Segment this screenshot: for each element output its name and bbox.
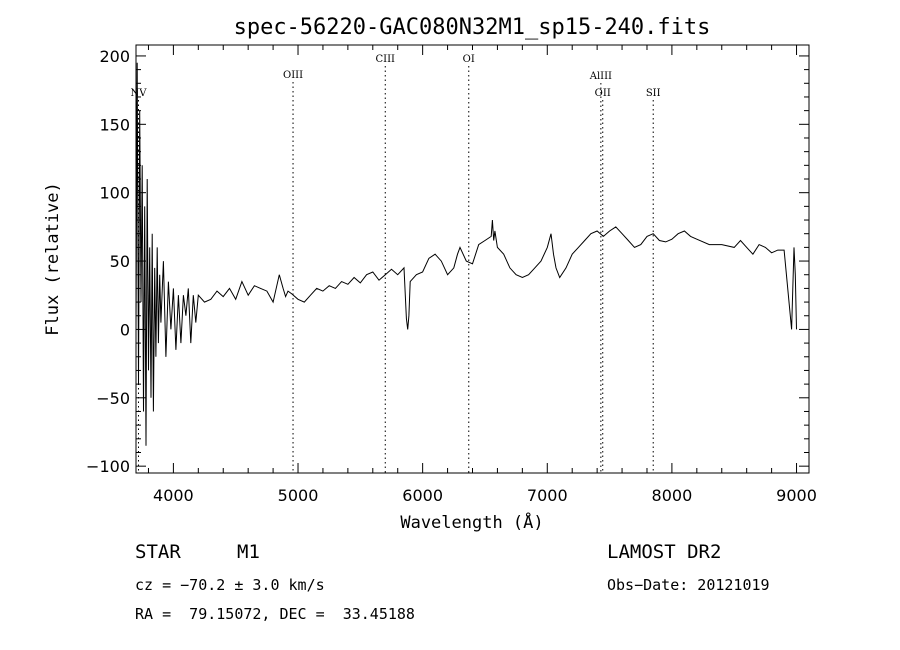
- survey-name: LAMOST DR2: [607, 541, 722, 563]
- spectral-line-label: OIII: [283, 70, 303, 81]
- x-tick-label: 5000: [278, 486, 319, 505]
- spectrum-line: [135, 62, 797, 446]
- redshift-velocity: cz = −70.2 ± 3.0 km/s: [135, 576, 325, 594]
- y-tick-label: 50: [110, 252, 130, 271]
- y-tick-label: 200: [99, 47, 130, 66]
- plot-frame: [135, 44, 810, 474]
- x-tick-label: 7000: [527, 486, 568, 505]
- x-tick-label: 8000: [652, 486, 693, 505]
- object-subclass: M1: [237, 541, 260, 563]
- spectral-line-label: AlIII: [589, 71, 612, 82]
- coordinates: RA = 79.15072, DEC = 33.45188: [135, 605, 415, 623]
- spectral-line-label: CIII: [376, 54, 396, 65]
- y-axis-ticks: −100 −50 0 50 100 150 200: [86, 47, 809, 476]
- spectral-line-markers: NV OIII CIII OI AlIII OII SII: [131, 54, 661, 473]
- chart-title: spec-56220-GAC080N32M1_sp15-240.fits: [234, 15, 711, 40]
- x-axis-ticks: 4000 5000 6000 7000 8000 9000: [147, 45, 817, 505]
- y-tick-label: 0: [120, 320, 130, 339]
- x-tick-label: 9000: [776, 486, 817, 505]
- y-tick-label: −100: [86, 457, 130, 476]
- spectral-line-label: OI: [463, 54, 475, 65]
- y-axis-label: Flux (relative): [43, 182, 63, 336]
- spectral-line-label: SII: [646, 88, 661, 99]
- x-axis-label: Wavelength (Å): [400, 511, 543, 533]
- spectral-line-label: NV: [131, 88, 148, 99]
- y-tick-label: 100: [99, 184, 130, 203]
- y-tick-label: 150: [99, 115, 130, 134]
- y-tick-label: −50: [96, 389, 130, 408]
- x-tick-label: 4000: [153, 486, 194, 505]
- object-type: STAR: [135, 541, 181, 563]
- x-tick-label: 6000: [402, 486, 443, 505]
- observation-date: Obs−Date: 20121019: [607, 576, 770, 594]
- spectral-line-label: OII: [595, 88, 611, 99]
